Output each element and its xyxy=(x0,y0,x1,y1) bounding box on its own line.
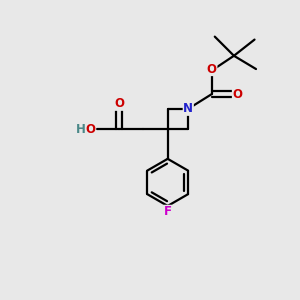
Text: O: O xyxy=(207,62,217,76)
Text: O: O xyxy=(85,123,95,136)
Text: H: H xyxy=(76,123,86,136)
Text: O: O xyxy=(114,97,124,110)
Text: N: N xyxy=(183,102,193,115)
Text: F: F xyxy=(164,205,172,218)
Text: O: O xyxy=(232,88,242,100)
